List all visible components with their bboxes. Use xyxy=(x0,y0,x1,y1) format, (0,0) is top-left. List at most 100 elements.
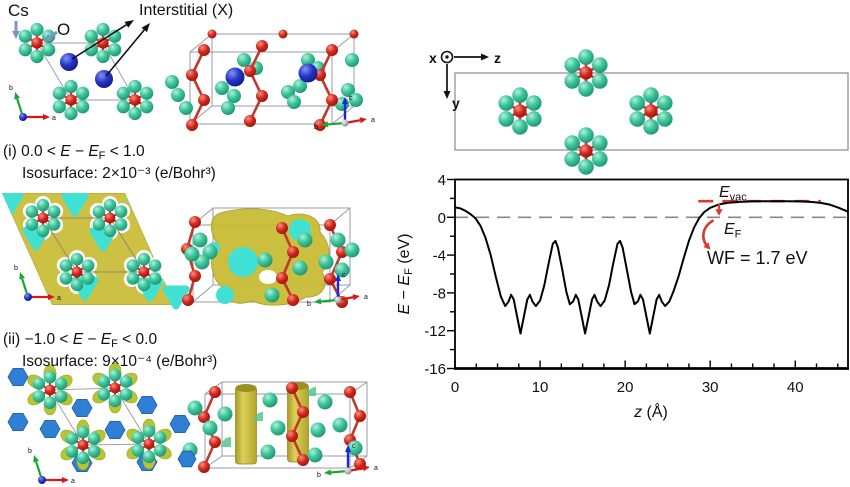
atom-cs xyxy=(137,278,151,292)
atom-cs xyxy=(564,57,580,73)
atom-o xyxy=(189,270,201,282)
atom-cs xyxy=(140,86,154,100)
atom-cs xyxy=(140,100,154,114)
flower-molecule xyxy=(52,79,90,121)
slab-cell-outline xyxy=(454,72,849,151)
atom-cs xyxy=(108,394,122,408)
atom-cs xyxy=(227,89,241,103)
interstitial-label: Interstitial (X) xyxy=(139,2,233,19)
atom-cs xyxy=(87,445,101,458)
atom-cs xyxy=(262,392,278,408)
atom-o xyxy=(324,273,336,285)
o-pointer-arrow xyxy=(44,30,58,42)
axis-y-arrow xyxy=(443,64,451,99)
atom-cs xyxy=(270,420,286,436)
flower-molecule xyxy=(60,419,106,471)
atom-o xyxy=(344,386,356,398)
flower-molecule xyxy=(498,87,542,135)
atom-cs xyxy=(52,100,66,114)
atom-cs xyxy=(202,244,218,260)
isosurface-triangle xyxy=(153,228,175,253)
isosurface-fan xyxy=(307,387,316,396)
x-tick-label: 40 xyxy=(787,379,804,396)
atom-cs xyxy=(334,262,350,278)
crystal-structure-top-view: ba xyxy=(9,20,154,122)
atom-cs xyxy=(318,254,334,270)
isosurface-hexagon xyxy=(71,398,93,418)
atom-o xyxy=(278,29,288,39)
y-tick-label: -16 xyxy=(424,361,446,378)
atom-o xyxy=(256,40,268,52)
atom-o xyxy=(44,384,56,396)
gizmo-origin xyxy=(334,296,342,304)
axis-a-arrow xyxy=(42,477,69,483)
atom-o xyxy=(198,94,210,106)
atom-interstitial-x xyxy=(225,67,245,87)
x-tick-label: 20 xyxy=(617,379,634,396)
atom-cs xyxy=(84,29,98,43)
atom-cs xyxy=(108,43,122,57)
atom-cs xyxy=(184,246,200,262)
atom-cs xyxy=(43,370,57,384)
atom-cs xyxy=(578,81,594,97)
atom-cs xyxy=(317,394,333,410)
atom-o xyxy=(349,29,359,39)
atom-cs xyxy=(54,377,68,390)
atom-cs xyxy=(498,111,514,127)
arrowhead xyxy=(703,242,711,250)
plot-frame xyxy=(454,178,849,370)
axis-label-c: c xyxy=(349,95,353,102)
axes-gizmo: ba xyxy=(28,448,75,485)
atom-cs xyxy=(657,111,673,127)
x-tick-label: 0 xyxy=(451,379,459,396)
isosurface-patch xyxy=(216,286,234,304)
gizmo-origin xyxy=(344,467,352,475)
axis-label-b: b xyxy=(14,265,18,272)
atom-cs xyxy=(592,151,608,167)
atom-cs xyxy=(526,111,542,127)
axes-gizmo: ba xyxy=(9,85,56,122)
atom-cs xyxy=(657,95,673,111)
isosurface-hexagon xyxy=(7,412,29,432)
axes-gizmo: c b a xyxy=(314,95,375,131)
atom-cs xyxy=(332,417,348,433)
atom-cs xyxy=(347,440,363,456)
axis-label-a: a xyxy=(57,295,61,302)
axis-label-b: b xyxy=(314,124,318,131)
atom-cs xyxy=(126,259,140,272)
gizmo-origin xyxy=(341,119,349,127)
atom-cs xyxy=(52,86,66,100)
atom-cs xyxy=(344,242,360,258)
flower-molecule xyxy=(564,127,608,175)
interstitial-pointer-arrow xyxy=(71,20,134,60)
atom-cs xyxy=(126,272,140,285)
axis-label-a: a xyxy=(52,115,56,122)
axis-label-b: b xyxy=(307,301,311,308)
isosurface-i-top-view: ba xyxy=(2,193,175,305)
atom-cs xyxy=(221,101,235,115)
section-i-isosurface-label: Isosurface: 2×10⁻³ (e/Bohr³) xyxy=(22,165,216,182)
atom-cs xyxy=(128,106,142,121)
gizmo-origin xyxy=(38,476,46,484)
atom-cs xyxy=(103,198,117,212)
atom-o xyxy=(209,436,221,448)
atom-o xyxy=(513,104,527,118)
isosurface-triangle xyxy=(162,285,190,310)
atom-o xyxy=(644,104,658,118)
atom-cs xyxy=(217,406,233,422)
atom-o xyxy=(97,37,109,49)
atom-o xyxy=(77,439,89,451)
section-i-title: (i) 0.0 < E − EF < 1.0 xyxy=(3,143,145,162)
axes-gizmo: c b a xyxy=(317,443,378,479)
isosurface-column xyxy=(235,385,257,465)
atom-cs xyxy=(131,431,145,444)
atom-cs xyxy=(47,218,61,231)
atom-cs xyxy=(81,259,95,272)
atom-cs xyxy=(92,205,106,218)
atom-cs xyxy=(592,135,608,151)
atom-cs xyxy=(64,106,78,121)
isosurface-triangle xyxy=(61,193,89,217)
atom-o xyxy=(314,119,326,131)
